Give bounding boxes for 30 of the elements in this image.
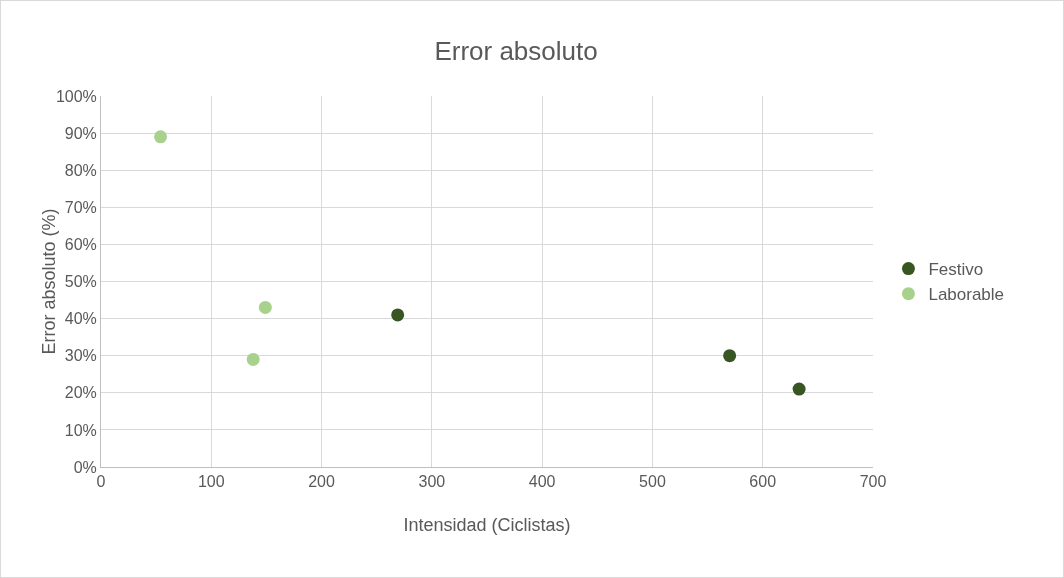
y-tick-label: 20% (64, 384, 97, 402)
point (391, 308, 405, 322)
x-tick-label: 600 (749, 473, 777, 491)
y-tick-label: 60% (64, 236, 97, 253)
x-tick-label: 200 (308, 473, 336, 491)
x-tick-label: 400 (528, 473, 556, 491)
y-axis-title: Error absoluto (%) (39, 208, 59, 355)
legend-label: Festivo (928, 260, 984, 280)
point (792, 382, 806, 396)
y-tick-label: 80% (64, 161, 97, 179)
chart-title: Error absoluto (434, 35, 598, 66)
legend-label: Laborable (928, 285, 1005, 305)
y-tick-label: 100% (55, 87, 97, 105)
x-tick-label: 0 (96, 473, 106, 491)
x-axis-title: Intensidad (Ciclistas) (403, 515, 571, 535)
x-tick-label: 100 (197, 473, 225, 491)
y-tick-label: 30% (64, 347, 97, 365)
y-tick-label: 90% (64, 124, 97, 142)
x-tick-label: 300 (418, 473, 446, 491)
point (246, 352, 260, 366)
point (723, 349, 737, 363)
y-tick-label: 40% (64, 310, 97, 328)
y-tick-label: 70% (64, 198, 97, 216)
x-tick-label: 700 (859, 473, 887, 491)
y-tick-label: 10% (64, 421, 97, 439)
y-tick-label: 50% (64, 273, 97, 291)
point (258, 300, 272, 314)
x-tick-label: 500 (639, 473, 666, 491)
y-tick-label: 0% (73, 458, 97, 476)
point (154, 130, 168, 144)
